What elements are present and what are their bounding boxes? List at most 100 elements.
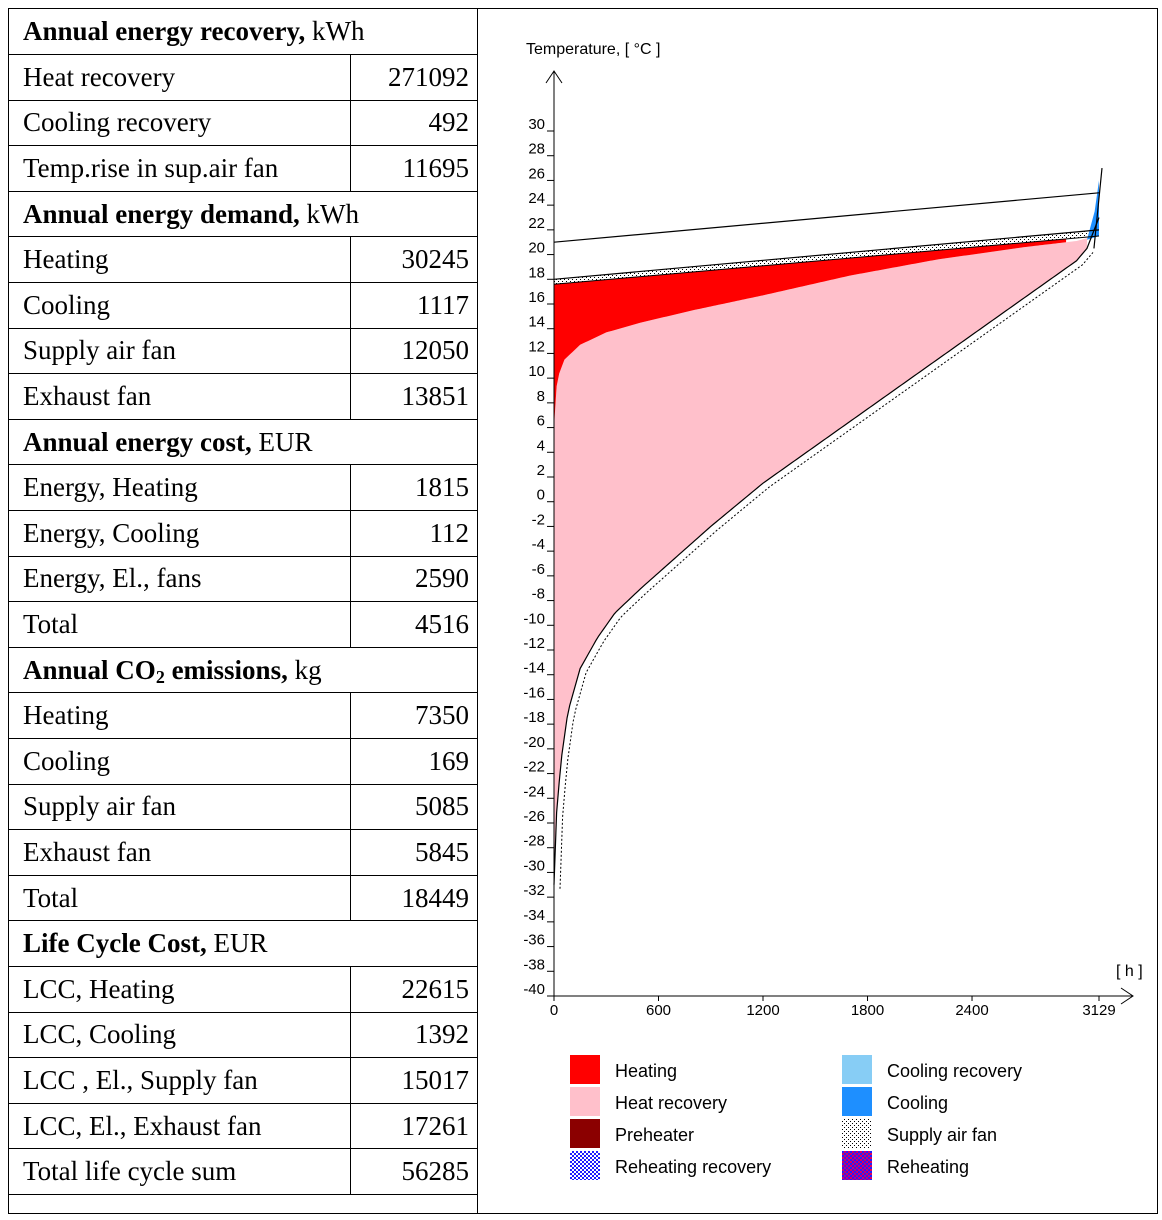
row-label: Supply air fan: [9, 327, 351, 375]
x-tick-label: 1200: [746, 1002, 779, 1019]
y-tick-label: -14: [523, 660, 545, 677]
y-tick-label: -20: [523, 734, 545, 751]
row-value: 56285: [350, 1148, 478, 1195]
row-label: Energy, Cooling: [9, 510, 351, 557]
legend-swatch: [842, 1119, 872, 1148]
row-label: LCC, Cooling: [9, 1011, 351, 1059]
outdoor-peak-line: [1093, 168, 1103, 249]
row-label: Heating: [9, 692, 351, 739]
y-tick-label: 2: [537, 462, 545, 479]
row-value: 169: [350, 738, 478, 785]
table-row: Heating 7350: [9, 692, 478, 739]
y-tick-label: -22: [523, 759, 545, 776]
section-title-text: Life Cycle Cost,: [23, 928, 207, 959]
section-header-row: Life Cycle Cost, EUR: [9, 920, 478, 967]
y-tick-label: 14: [528, 314, 545, 331]
row-label: LCC, El., Exhaust fan: [9, 1102, 351, 1150]
section-title: Annual energy cost,: [23, 427, 252, 457]
row-value: 22615: [350, 965, 478, 1013]
table-row: LCC , El., Supply fan 15017: [9, 1057, 478, 1104]
report-panel: Annual energy recovery, kWh Heat recovery…: [8, 8, 1158, 1214]
row-label: Heating: [9, 236, 351, 284]
row-value: 1117: [350, 282, 478, 329]
x-tick-label: 2400: [955, 1002, 988, 1019]
section-unit: kWh: [306, 198, 360, 229]
section-header-row: Annual energy demand, kWh: [9, 190, 478, 238]
row-label: Total: [9, 601, 351, 648]
section-title: Annual CO2 emissions,: [23, 654, 288, 687]
results-table: Annual energy recovery, kWh Heat recovery…: [9, 9, 478, 1195]
chart-panel: Temperature, [ °C ] [ h ] 30 28 26 24 22 20 18…: [478, 9, 1158, 1213]
section-title-text: Annual energy cost,: [23, 426, 252, 457]
section-unit: EUR: [213, 928, 268, 959]
legend-swatch: [570, 1087, 600, 1116]
y-tick-label: 20: [528, 240, 545, 257]
row-value: 11695: [350, 145, 478, 192]
row-label: Cooling recovery: [9, 99, 351, 147]
legend-label: Supply air fan: [887, 1125, 997, 1145]
y-axis-label: Temperature, [ °C ]: [526, 41, 660, 58]
legend-label: Reheating recovery: [615, 1157, 771, 1177]
temperature-duration-chart: Temperature, [ °C ] [ h ] 30282624222018…: [523, 41, 1143, 1180]
section-title-text: Annual CO: [23, 654, 156, 685]
y-tick-label: -36: [523, 932, 545, 949]
table-row: Supply air fan 12050: [9, 327, 478, 375]
y-tick-label: -28: [523, 833, 545, 850]
x-tick-label: 1800: [851, 1002, 884, 1019]
y-tick-label: 22: [528, 215, 545, 232]
section-title-subscript: 2: [155, 666, 165, 687]
axes: 302826242220181614121086420-2-4-6-8-10-1…: [523, 70, 1134, 1019]
row-value: 13851: [350, 373, 478, 420]
y-tick-label: -6: [532, 561, 545, 578]
table-row: Energy, Heating 1815: [9, 464, 478, 512]
y-tick-label: 0: [537, 487, 545, 504]
y-tick-label: 10: [528, 363, 545, 380]
table-row: Energy, Cooling 112: [9, 510, 478, 557]
x-tick-label: 3129: [1082, 1002, 1115, 1019]
x-tick-label: 600: [646, 1002, 671, 1019]
table-row: Total 18449: [9, 874, 478, 922]
section-header: Annual energy demand, kWh: [9, 190, 478, 238]
y-tick-label: 4: [537, 437, 545, 454]
row-value: 4516: [350, 601, 478, 648]
row-value: 5845: [350, 829, 478, 876]
y-tick-label: -30: [523, 857, 545, 874]
section-header: Annual CO2 emissions, kg: [9, 646, 478, 694]
y-tick-label: -34: [523, 907, 545, 924]
y-tick-label: -38: [523, 956, 545, 973]
y-tick-label: 24: [528, 190, 545, 207]
row-value: 271092: [350, 54, 478, 101]
legend-label: Cooling recovery: [887, 1061, 1022, 1081]
row-label: Cooling: [9, 738, 351, 785]
y-tick-label: -18: [523, 709, 545, 726]
y-axis-arrow-icon: [545, 70, 563, 84]
y-tick-label: -12: [523, 635, 545, 652]
legend: Heating Cooling recovery Heat recovery Cool…: [570, 1055, 1022, 1180]
supply-fan-line: [553, 235, 1100, 285]
row-label: Temp.rise in sup.air fan: [9, 145, 351, 192]
legend-label: Preheater: [615, 1125, 694, 1145]
table-row: Supply air fan 5085: [9, 783, 478, 831]
y-tick-label: -10: [523, 610, 545, 627]
table-row: Temp.rise in sup.air fan 11695: [9, 145, 478, 192]
heat-recovery-area: [554, 238, 1087, 885]
section-header: Annual energy cost, EUR: [9, 418, 478, 466]
row-label: Exhaust fan: [9, 373, 351, 420]
y-tick-label: -24: [523, 783, 545, 800]
y-tick-label: 8: [537, 388, 545, 405]
section-title-text: Annual energy recovery,: [23, 16, 306, 47]
section-title-suffix: emissions,: [164, 654, 288, 685]
section-unit: kWh: [311, 16, 365, 47]
row-value: 12050: [350, 327, 478, 375]
table-row: Total 4516: [9, 601, 478, 648]
section-title-text: Annual energy demand,: [23, 198, 300, 229]
legend-swatch: [842, 1151, 872, 1180]
row-label: Exhaust fan: [9, 829, 351, 876]
y-tick-label: 6: [537, 413, 545, 430]
row-label: Energy, Heating: [9, 464, 351, 512]
table-row: Exhaust fan 5845: [9, 829, 478, 876]
row-value: 30245: [350, 236, 478, 284]
row-label: Supply air fan: [9, 783, 351, 831]
section-header-row: Annual energy cost, EUR: [9, 418, 478, 466]
row-label: LCC , El., Supply fan: [9, 1057, 351, 1104]
